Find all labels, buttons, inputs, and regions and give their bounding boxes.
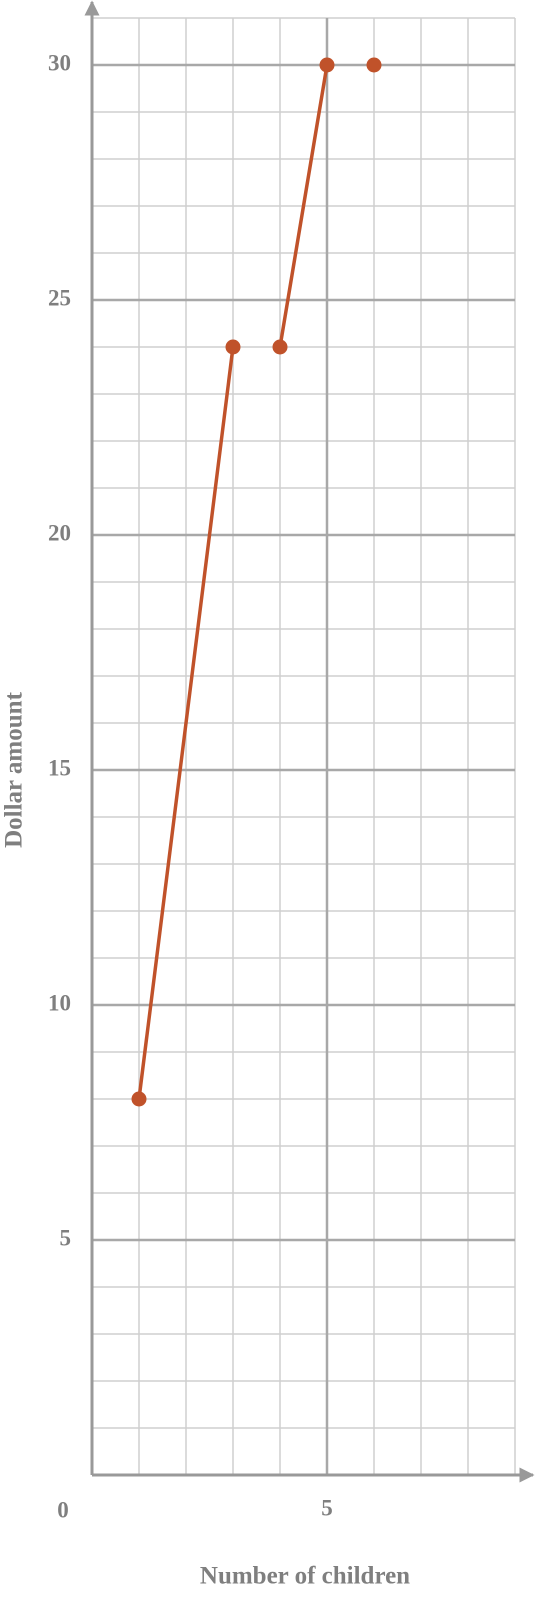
marker — [366, 57, 382, 73]
line — [137, 346, 235, 1100]
marker — [225, 339, 241, 355]
origin-label: 0 — [57, 1497, 69, 1522]
y-tick-label: 5 — [60, 1225, 72, 1250]
marker — [272, 339, 288, 355]
y-tick-label: 25 — [48, 285, 71, 310]
marker — [319, 57, 335, 73]
y-tick-label: 20 — [48, 520, 71, 545]
y-axis-title: Dollar amount — [1, 691, 28, 847]
plot — [131, 57, 382, 1107]
y-tick-label: 15 — [48, 755, 71, 780]
x-tick-label: 5 — [321, 1495, 333, 1520]
y-tick-label: 30 — [48, 50, 71, 75]
grid — [92, 17, 516, 1475]
marker — [131, 1091, 147, 1107]
y-tick-label: 10 — [48, 990, 71, 1015]
x-axis-title: Number of children — [200, 1563, 410, 1590]
line — [278, 64, 329, 348]
